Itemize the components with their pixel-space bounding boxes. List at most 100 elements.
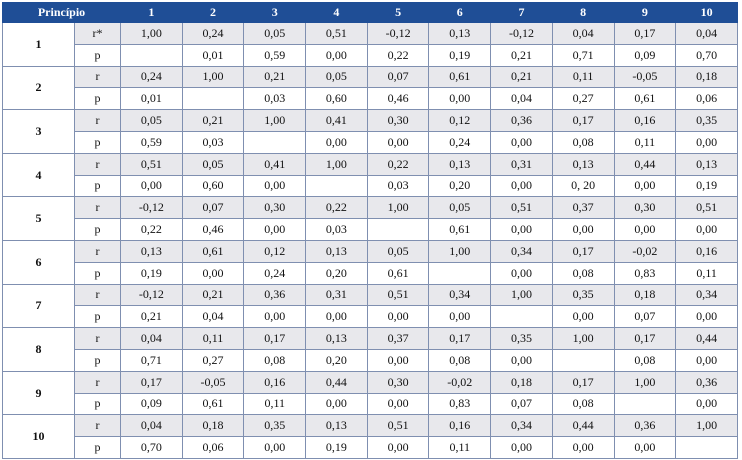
value-cell: 0,00 [551, 436, 615, 459]
column-header: 1 [120, 2, 183, 23]
value-cell: 0,16 [675, 239, 738, 263]
header-label: Princípio [2, 2, 121, 23]
value-cell: 0,07 [490, 392, 553, 416]
value-cell: 0,22 [305, 196, 368, 220]
value-cell: 0,00 [490, 436, 553, 459]
value-cell: 0,24 [243, 261, 307, 285]
principle-label: 6 [2, 239, 75, 285]
value-cell: 0,31 [305, 283, 368, 307]
stat-label: p [74, 305, 121, 329]
value-cell: 0, 20 [551, 174, 615, 198]
value-cell: 0,34 [490, 239, 553, 263]
value-cell: 0,17 [551, 239, 615, 263]
value-cell: 0,01 [181, 43, 245, 67]
value-cell: 0,09 [120, 392, 183, 416]
principle-label: 5 [2, 196, 75, 241]
value-cell: 0,00 [366, 305, 430, 329]
value-cell: 0,51 [490, 196, 553, 220]
value-cell: 0,71 [120, 348, 183, 372]
value-cell: 0,20 [305, 348, 368, 372]
principle-label: 1 [2, 22, 75, 67]
value-cell: 0,21 [243, 65, 307, 89]
value-cell: 0,00 [490, 130, 553, 154]
stat-row: p 0,59 0,03 0,00 0,00 0,24 0,00 0,08 0,11 0,00 [3, 130, 738, 154]
value-cell [243, 130, 307, 154]
stat-label: r [74, 196, 121, 220]
value-cell: 0,18 [613, 283, 677, 307]
value-cell: 0,19 [305, 436, 368, 459]
value-cell: 0,35 [551, 283, 615, 307]
value-cell: 0,04 [120, 327, 183, 350]
value-cell: 1,00 [120, 22, 183, 45]
stat-label: p [74, 174, 121, 198]
value-cell: 0,46 [181, 218, 245, 241]
value-cell: 0,06 [181, 436, 245, 459]
value-cell: 0,00 [305, 392, 368, 416]
stat-label: p [74, 348, 121, 372]
value-cell: 0,41 [243, 152, 307, 176]
value-cell: 0,18 [181, 414, 245, 438]
stat-label: r [74, 239, 121, 263]
value-cell: 0,59 [120, 130, 183, 154]
value-cell: 0,16 [613, 109, 677, 132]
value-cell: 1,00 [490, 283, 553, 307]
stat-row: 3 r 0,05 0,21 1,00 0,41 0,30 0,12 0,36 0,17 0,16 0,… [2, 109, 738, 154]
value-cell: 0,04 [120, 414, 183, 438]
value-cell: 0,00 [366, 348, 430, 372]
value-cell: 0,00 [428, 305, 492, 329]
value-cell: 0,36 [243, 283, 307, 307]
value-cell: 0,21 [490, 65, 553, 89]
value-cell: -0,02 [613, 239, 677, 263]
principle-label: 8 [2, 327, 75, 372]
value-cell: 0,30 [243, 196, 307, 220]
value-cell: 0,03 [181, 130, 245, 154]
value-cell: 0,24 [120, 65, 183, 89]
value-cell: 0,37 [551, 196, 615, 220]
value-cell: 0,46 [366, 87, 430, 111]
column-header: 8 [551, 2, 615, 23]
value-cell [305, 174, 368, 198]
column-header: 4 [305, 2, 368, 23]
value-cell: 0,04 [490, 87, 553, 111]
value-cell: 0,11 [613, 130, 677, 154]
value-cell: 0,83 [613, 261, 677, 285]
value-cell: 0,61 [366, 261, 430, 285]
value-cell [428, 261, 492, 285]
value-cell: -0,12 [490, 22, 553, 45]
stat-row: p 0,09 0,61 0,11 0,00 0,00 0,83 0,07 0,08 0,00 [3, 392, 738, 416]
value-cell: 0,83 [428, 392, 492, 416]
value-cell: 0,00 [675, 305, 738, 329]
value-cell [181, 87, 245, 111]
stat-row: p 0,21 0,04 0,00 0,00 0,00 0,00 0,00 0,07 0,00 [3, 305, 738, 329]
value-cell: 0,59 [243, 43, 307, 67]
value-cell: 0,19 [675, 174, 738, 198]
value-cell: 0,20 [428, 174, 492, 198]
value-cell: 0,07 [181, 196, 245, 220]
stat-row: 5 r -0,12 0,07 0,30 0,22 1,00 0,05 0,51 0,37 0,30 0… [2, 196, 738, 241]
value-cell: 0,13 [428, 152, 492, 176]
value-cell: 0,00 [181, 261, 245, 285]
value-cell: 0,44 [613, 152, 677, 176]
value-cell: 0,51 [120, 152, 183, 176]
value-cell: 1,00 [181, 65, 245, 89]
stat-row: p 0,01 0,59 0,00 0,22 0,19 0,21 0,71 0,09 0,70 [3, 43, 738, 67]
value-cell: 0,05 [428, 196, 492, 220]
value-cell: 0,03 [366, 174, 430, 198]
value-cell: 0,00 [675, 392, 738, 416]
value-cell: 0,18 [490, 370, 553, 394]
value-cell: 0,21 [490, 43, 553, 67]
value-cell: 0,30 [366, 370, 430, 394]
value-cell: 0,41 [305, 109, 368, 132]
value-cell: 0,07 [613, 305, 677, 329]
value-cell: 0,51 [305, 22, 368, 45]
value-cell: 0,71 [551, 43, 615, 67]
value-cell: 0,17 [613, 22, 677, 45]
column-header: 6 [428, 2, 492, 23]
value-cell: 0,04 [551, 22, 615, 45]
stat-row: p 0,01 0,03 0,60 0,46 0,00 0,04 0,27 0,61 0,06 [3, 87, 738, 111]
value-cell: -0,02 [428, 370, 492, 394]
value-cell: 0,08 [243, 348, 307, 372]
value-cell: 0,44 [675, 327, 738, 350]
value-cell: 0,30 [366, 109, 430, 132]
value-cell: 0,35 [675, 109, 738, 132]
